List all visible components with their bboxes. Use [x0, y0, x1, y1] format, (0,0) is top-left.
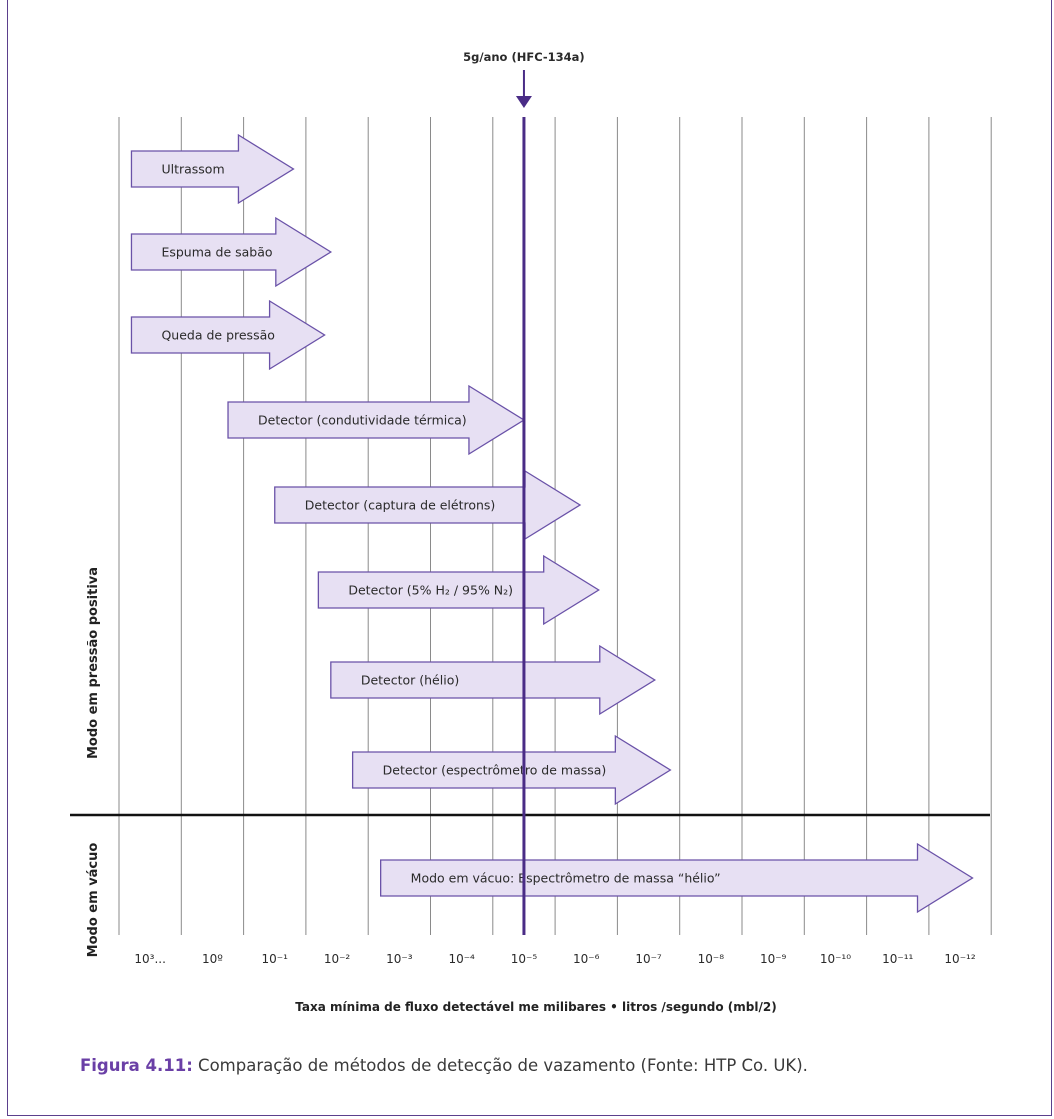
tick-label: 10⁻⁶ [573, 952, 600, 966]
leak-detection-diagram: Ultrassom Espuma de sabão Queda de pressão… [70, 50, 992, 1014]
arrow-shape [351, 734, 672, 806]
method-arrow: Espuma de sabão [130, 216, 333, 288]
method-label: Detector (condutividade térmica) [258, 413, 467, 428]
arrow-shape [330, 644, 657, 716]
arrow-shape [130, 216, 333, 288]
tick-label: 10⁻¹⁰ [820, 952, 851, 966]
method-arrow: Detector (condutividade térmica) [227, 384, 526, 456]
marker-label: 5g/ano (HFC-134a) [463, 50, 585, 64]
tick-label: 10⁻² [324, 952, 351, 966]
arrow-shape [317, 554, 600, 626]
tick-label: 10⁻³ [386, 952, 413, 966]
method-arrow: Queda de pressão [130, 299, 326, 371]
grid [118, 117, 992, 935]
axis-tick-labels: 10³... 10º 10⁻¹ 10⁻² 10⁻³ 10⁻⁴ 10⁻⁵ 10⁻⁶ 10⁻⁷ 10⁻… [134, 952, 975, 966]
method-arrow: Detector (hélio) [330, 644, 657, 716]
arrow-shape [130, 133, 295, 205]
marker-group: 5g/ano (HFC-134a) [463, 50, 585, 935]
caption-text: Comparação de métodos de detecção de vaz… [192, 1056, 808, 1075]
method-label: Queda de pressão [161, 328, 274, 343]
mode-label-vacuum: Modo em vácuo [86, 843, 101, 958]
tick-label: 10º [202, 952, 223, 966]
tick-label: 10⁻¹¹ [882, 952, 913, 966]
arrow-shape [380, 842, 974, 914]
method-label: Espuma de sabão [161, 245, 272, 260]
method-arrow: Ultrassom [130, 133, 295, 205]
tick-label: 10⁻⁸ [698, 952, 725, 966]
mode-label-pressure: Modo em pressão positiva [86, 567, 101, 759]
tick-label: 10³... [134, 952, 166, 966]
tick-label: 10⁻⁹ [760, 952, 787, 966]
method-label: Modo em vácuo: Espectrômetro de massa “h… [411, 871, 721, 886]
arrow-shape [130, 299, 326, 371]
tick-label: 10⁻⁷ [635, 952, 662, 966]
method-arrow: Detector (espectrômetro de massa) [351, 734, 672, 806]
method-label: Detector (espectrômetro de massa) [383, 763, 607, 778]
figure-caption: Figura 4.11: Comparação de métodos de de… [80, 1056, 808, 1075]
marker-down-arrow-icon [515, 96, 532, 108]
figure-label: Figura 4.11: [80, 1056, 193, 1075]
method-label: Ultrassom [161, 162, 224, 177]
figure-frame [7, 0, 1052, 1116]
axis-title: Taxa mínima de fluxo detectável me milib… [295, 1000, 776, 1014]
method-arrow: Modo em vácuo: Espectrômetro de massa “h… [380, 842, 974, 914]
tick-label: 10⁻¹² [944, 952, 975, 966]
method-arrow: Detector (5% H₂ / 95% N₂) [317, 554, 600, 626]
method-label: Detector (hélio) [361, 673, 459, 688]
tick-label: 10⁻¹ [262, 952, 289, 966]
method-arrow: Detector (captura de elétrons) [274, 469, 582, 541]
method-label: Detector (5% H₂ / 95% N₂) [348, 583, 513, 598]
method-label: Detector (captura de elétrons) [305, 498, 496, 513]
tick-label: 10⁻⁴ [448, 952, 475, 966]
tick-label: 10⁻⁵ [511, 952, 538, 966]
method-arrows: Ultrassom Espuma de sabão Queda de pressão… [130, 133, 974, 914]
arrow-shape [227, 384, 526, 456]
